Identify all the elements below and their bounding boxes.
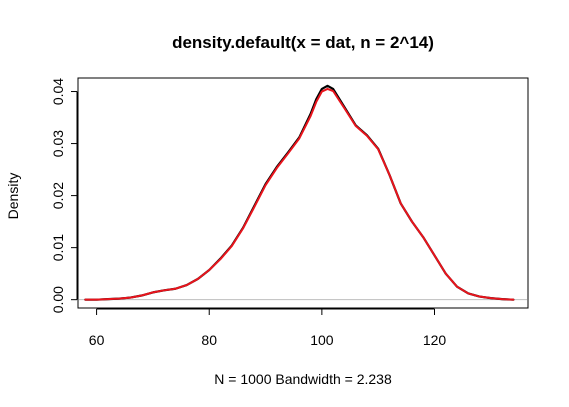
- x-axis-label: N = 1000 Bandwidth = 2.238: [214, 371, 392, 387]
- series-layer: [84, 84, 515, 301]
- y-axis: 0.00 0.01 0.02 0.03 0.04: [50, 78, 78, 313]
- chart-title: density.default(x = dat, n = 2^14): [172, 33, 434, 52]
- y-tick-label: 0.00: [50, 286, 66, 313]
- y-axis-label: Density: [5, 173, 21, 220]
- x-tick-label: 80: [201, 332, 217, 348]
- plot-frame: [77, 77, 529, 309]
- x-tick-label: 120: [423, 332, 447, 348]
- y-tick-label: 0.02: [50, 182, 66, 209]
- y-tick-label: 0.01: [50, 234, 66, 261]
- y-tick-label: 0.03: [50, 130, 66, 157]
- y-tick-label: 0.04: [50, 78, 66, 105]
- x-tick-label: 60: [89, 332, 105, 348]
- density-line-red: [84, 87, 515, 301]
- x-axis: 60 80 100 120: [89, 308, 447, 348]
- x-tick-label: 100: [310, 332, 334, 348]
- density-line-black: [84, 84, 515, 301]
